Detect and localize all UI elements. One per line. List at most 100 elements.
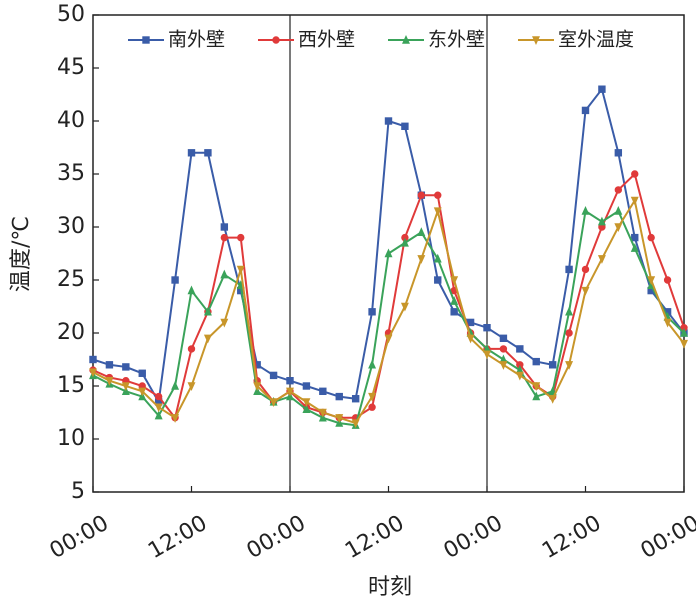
marker xyxy=(384,248,393,258)
marker xyxy=(565,265,573,274)
y-tick-label: 15 xyxy=(57,373,85,398)
marker xyxy=(417,255,426,264)
marker xyxy=(286,377,294,385)
marker xyxy=(400,302,409,312)
marker xyxy=(614,206,623,215)
marker xyxy=(565,361,574,370)
marker xyxy=(532,382,541,392)
legend-marker xyxy=(532,36,540,46)
marker xyxy=(154,392,163,401)
legend-marker xyxy=(272,36,280,44)
marker xyxy=(204,149,212,157)
marker xyxy=(450,276,459,286)
marker xyxy=(450,296,459,305)
marker xyxy=(269,398,278,407)
marker xyxy=(614,223,623,233)
marker xyxy=(187,149,196,157)
marker xyxy=(368,403,376,411)
marker xyxy=(237,233,245,242)
y-tick-label: 20 xyxy=(57,320,85,345)
marker xyxy=(532,391,541,401)
marker xyxy=(598,85,606,93)
series-line xyxy=(92,172,685,421)
marker xyxy=(368,308,376,316)
legend-label: 南外壁 xyxy=(168,29,225,51)
marker xyxy=(187,382,196,392)
marker xyxy=(187,285,196,295)
marker xyxy=(417,191,426,199)
y-tick-label: 35 xyxy=(57,161,85,186)
x-tick-label: 00:00 xyxy=(637,511,696,564)
marker xyxy=(122,363,130,371)
marker xyxy=(400,237,409,247)
marker xyxy=(286,387,294,397)
marker xyxy=(236,265,245,275)
marker xyxy=(499,361,508,370)
marker xyxy=(302,398,311,407)
marker xyxy=(384,334,393,344)
legend-marker xyxy=(142,36,150,44)
marker xyxy=(384,117,393,125)
marker xyxy=(203,306,212,316)
x-axis-label: 时刻 xyxy=(368,575,412,600)
marker xyxy=(515,371,524,381)
marker xyxy=(319,387,327,396)
marker xyxy=(318,408,327,418)
y-tick-label: 25 xyxy=(57,267,85,292)
marker xyxy=(581,106,590,115)
x-tick-label: 12:00 xyxy=(341,511,408,564)
marker xyxy=(663,318,672,328)
y-axis-label: 温度/℃ xyxy=(9,216,34,292)
marker xyxy=(154,403,163,413)
marker xyxy=(171,380,180,390)
marker xyxy=(220,318,229,328)
marker xyxy=(450,308,458,316)
marker xyxy=(154,410,163,420)
marker xyxy=(630,243,639,252)
marker xyxy=(483,350,491,360)
marker xyxy=(597,216,606,226)
y-tick-label: 10 xyxy=(57,426,85,451)
marker xyxy=(171,276,179,284)
marker xyxy=(647,233,655,242)
legend-label: 室外温度 xyxy=(558,29,634,51)
marker xyxy=(138,369,146,377)
marker xyxy=(516,345,524,353)
y-tick-label: 40 xyxy=(57,108,85,133)
marker xyxy=(466,334,475,344)
x-tick-label: 12:00 xyxy=(538,511,605,564)
marker xyxy=(105,377,114,386)
marker xyxy=(631,170,639,178)
marker xyxy=(434,276,442,284)
marker xyxy=(203,334,212,344)
x-tick-label: 00:00 xyxy=(46,511,113,564)
marker xyxy=(630,196,639,206)
marker xyxy=(597,255,606,264)
marker xyxy=(614,186,623,194)
marker xyxy=(433,207,442,217)
marker xyxy=(302,382,311,390)
marker xyxy=(631,233,639,242)
marker xyxy=(581,286,590,296)
marker xyxy=(335,414,344,423)
marker xyxy=(499,345,508,353)
marker xyxy=(581,206,590,215)
marker xyxy=(89,355,97,364)
x-tick-label: 00:00 xyxy=(440,511,507,564)
y-tick-label: 50 xyxy=(57,2,85,27)
marker xyxy=(220,223,229,231)
x-tick-label: 00:00 xyxy=(243,511,310,564)
y-tick-label: 45 xyxy=(57,55,85,80)
marker xyxy=(548,395,557,404)
marker xyxy=(368,392,377,402)
legend-label: 西外壁 xyxy=(298,29,355,51)
marker xyxy=(433,253,442,263)
marker xyxy=(220,269,229,279)
marker xyxy=(614,149,623,157)
marker xyxy=(565,306,574,316)
marker xyxy=(434,191,442,199)
marker xyxy=(680,327,688,337)
marker xyxy=(499,334,508,343)
y-tick-label: 30 xyxy=(57,214,85,239)
